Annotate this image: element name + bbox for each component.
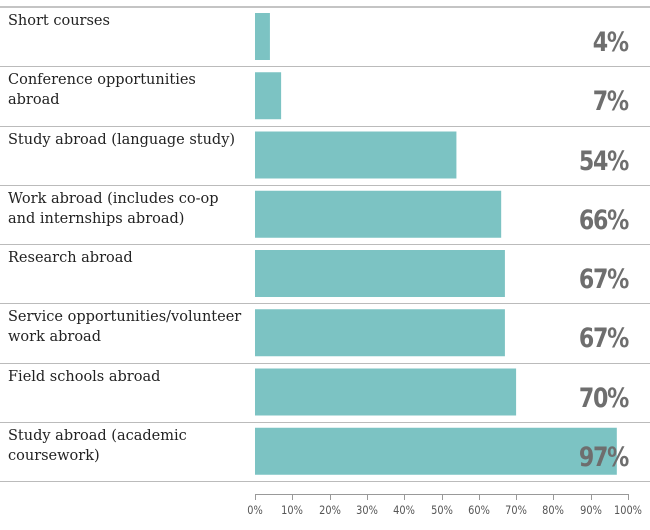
bar — [255, 250, 505, 297]
bar — [255, 309, 505, 357]
bar — [255, 427, 617, 475]
category-label: Study abroad (academic coursework) — [8, 427, 187, 464]
x-tick-label: 50% — [430, 503, 453, 517]
category-label: Short courses — [8, 13, 110, 29]
value-label: 4% — [592, 27, 629, 58]
x-tick-label: 70% — [505, 503, 527, 517]
category-label: Field schools abroad — [8, 368, 161, 385]
value-label: 66% — [578, 204, 630, 236]
x-tick-label: 40% — [393, 503, 416, 517]
x-tick-label: 20% — [318, 503, 341, 517]
value-label: 67% — [578, 323, 630, 355]
value-label: 70% — [578, 382, 630, 414]
category-label: Work abroad (includes co-op and internsh… — [8, 190, 219, 227]
x-tick-label: 90% — [579, 503, 602, 517]
category-label: Service opportunities/volunteer work abr… — [8, 309, 242, 346]
bar — [255, 13, 270, 60]
bar — [255, 190, 502, 238]
value-label: 67% — [578, 264, 630, 295]
bar — [255, 368, 517, 416]
value-label: 97% — [578, 441, 630, 473]
value-label: 7% — [592, 86, 629, 118]
x-tick-label: 0% — [247, 503, 263, 517]
x-tick-label: 80% — [542, 503, 565, 517]
x-tick-label: 10% — [281, 503, 304, 517]
category-label: Conference opportunities abroad — [8, 72, 196, 109]
category-label: Study abroad (language study) — [8, 131, 236, 148]
x-tick-label: 100% — [614, 503, 642, 517]
value-label: 54% — [578, 145, 630, 177]
bar — [255, 72, 282, 120]
category-label: Research abroad — [8, 250, 133, 266]
bar — [255, 131, 457, 179]
x-tick-label: 30% — [356, 503, 378, 517]
x-tick-label: 60% — [467, 503, 490, 517]
